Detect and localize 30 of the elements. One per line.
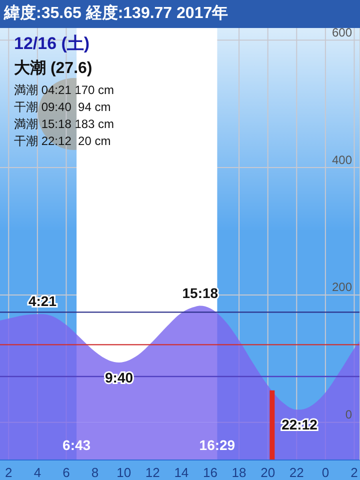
- x-tick-label: 2: [350, 465, 358, 480]
- annotation: 6:43: [62, 437, 91, 453]
- x-tick-label: 18: [232, 465, 246, 480]
- annotation: 満潮 04:21 170 cm: [14, 82, 114, 99]
- annotation: 15:18: [182, 284, 218, 301]
- chart-title: 緯度:35.65 経度:139.77 2017年: [4, 5, 228, 22]
- x-tick-label: 12: [145, 465, 160, 480]
- x-tick-label: 4: [34, 465, 42, 480]
- annotation: 16:29: [199, 437, 236, 453]
- annotation: 満潮 15:18 183 cm: [14, 116, 114, 133]
- x-tick-label: 6: [62, 465, 70, 480]
- x-tick-label: 10: [116, 465, 132, 480]
- y-tick-label: 0: [345, 408, 352, 422]
- y-tick-label: 200: [332, 280, 352, 294]
- annotation: 大潮 (27.6): [14, 58, 94, 79]
- annotation: 干潮 09:40 94 cm: [14, 99, 112, 116]
- annotation: 9:40: [105, 370, 134, 386]
- annotation: 4:21: [28, 293, 57, 310]
- x-tick-label: 2: [5, 465, 12, 480]
- x-tick-label: 16: [203, 465, 218, 480]
- annotation: 干潮 22:12 20 cm: [14, 133, 112, 150]
- x-tick-label: 22: [289, 465, 304, 480]
- annotation: 22:12: [282, 416, 318, 433]
- y-tick-label: 400: [332, 152, 352, 167]
- x-tick-label: 8: [91, 465, 99, 480]
- chart-subtitle: 12/16 (土): [14, 33, 91, 55]
- x-tick-label: 20: [260, 465, 276, 480]
- y-tick-label: 600: [332, 25, 352, 40]
- x-tick-label: 14: [174, 465, 189, 480]
- x-tick-label: 0: [322, 465, 330, 480]
